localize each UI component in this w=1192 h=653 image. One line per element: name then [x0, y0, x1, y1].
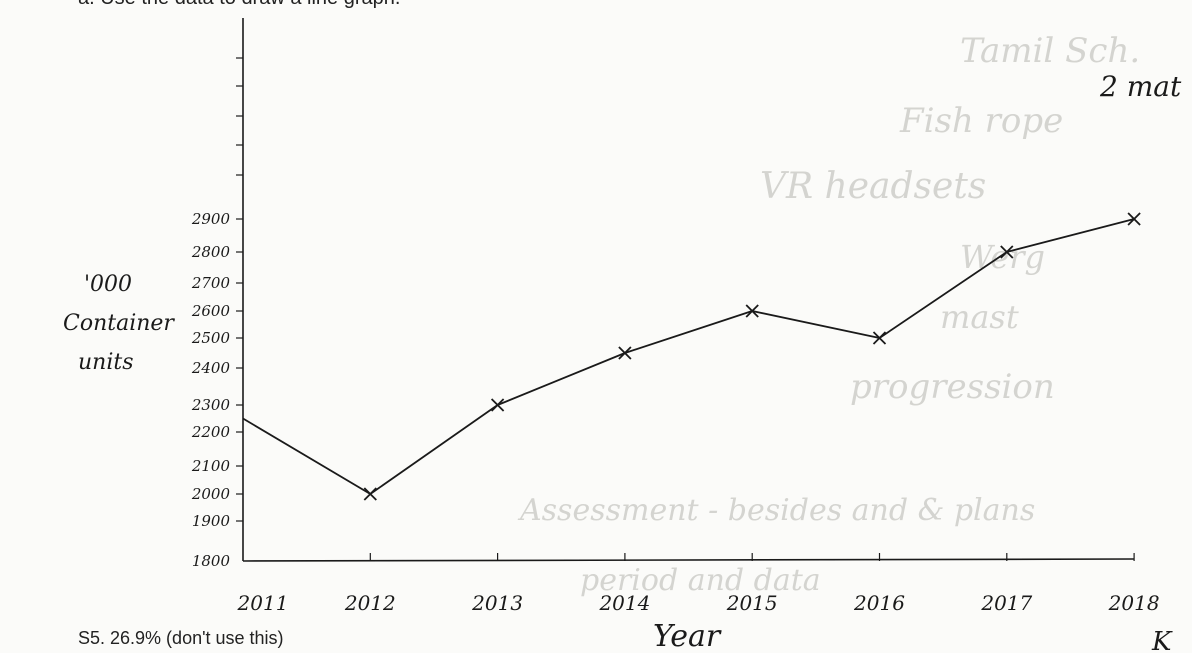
x-tick-label: 2018 [1108, 591, 1160, 615]
faint-note: Assessment - besides and & plans [517, 493, 1035, 528]
faint-note: Tamil Sch. [960, 31, 1140, 71]
y-tick-label: 2400 [191, 359, 231, 377]
y-tick-group: 1800 1900 2000 2100 2200 2300 2400 2500 2600 2700… [191, 210, 243, 570]
series-group [242, 212, 1141, 501]
data-point-marker [490, 398, 505, 412]
x-tick-label: 2015 [726, 591, 778, 615]
data-point-marker [618, 346, 632, 360]
y-tick-label: 2100 [191, 457, 231, 475]
y-tick-label: 1900 [192, 512, 231, 530]
corner-note: K [1151, 627, 1173, 653]
y-tick-label: 2300 [191, 396, 231, 414]
x-tick-label: 2013 [471, 591, 523, 615]
series-line [242, 218, 1135, 495]
y-axis-label-line: '000 [84, 272, 132, 297]
x-tick-label: 2012 [344, 591, 396, 615]
y-tick-label: 2900 [191, 210, 231, 228]
x-tick-label: 2016 [853, 591, 905, 615]
margin-note: 2 mat [1099, 70, 1182, 103]
faint-note: progression [850, 367, 1055, 407]
x-axis [242, 558, 1135, 562]
marker-stroke [745, 304, 759, 318]
y-tick-label: 2200 [191, 423, 231, 441]
data-point-marker [1000, 245, 1014, 259]
marker-stroke [490, 398, 505, 412]
marker-stroke [363, 487, 377, 501]
faint-note: mast [940, 298, 1019, 336]
y-tick-label: 2600 [191, 302, 231, 320]
faint-note: Fish rope [899, 101, 1063, 141]
y-tick-label: 2700 [191, 274, 231, 292]
x-tick-label: 2014 [598, 591, 650, 615]
data-point-marker [745, 304, 759, 318]
faint-note: VR headsets [760, 166, 986, 207]
y-axis-label-line: Container [63, 311, 175, 336]
question-header: a. Use the data to draw a line graph. [78, 0, 400, 9]
marker-stroke [1000, 245, 1014, 259]
y-axis-label-line: units [78, 350, 134, 375]
y-tick-label: 2500 [191, 329, 231, 347]
data-point-marker [363, 487, 377, 501]
x-tick-group: 2011 2012 2013 2014 2015 2016 2017 2018 [237, 553, 1160, 615]
marker-stroke [1127, 212, 1141, 226]
x-tick-label: 2011 [237, 591, 289, 615]
faint-note: period and data [580, 563, 821, 598]
y-tick-label: 2000 [191, 485, 231, 503]
x-tick-label: 2017 [980, 591, 1032, 615]
marker-stroke [872, 331, 887, 345]
x-axis-label: Year [653, 619, 722, 653]
y-axis-label: '000 Container units [63, 272, 175, 375]
y-tick-label: 1800 [192, 552, 231, 570]
marker-stroke [618, 346, 632, 360]
y-tick-label: 2800 [191, 243, 231, 261]
data-point-marker [1127, 212, 1141, 226]
data-point-marker [872, 331, 887, 345]
footer-note: S5. 26.9% (don't use this) [78, 628, 284, 648]
